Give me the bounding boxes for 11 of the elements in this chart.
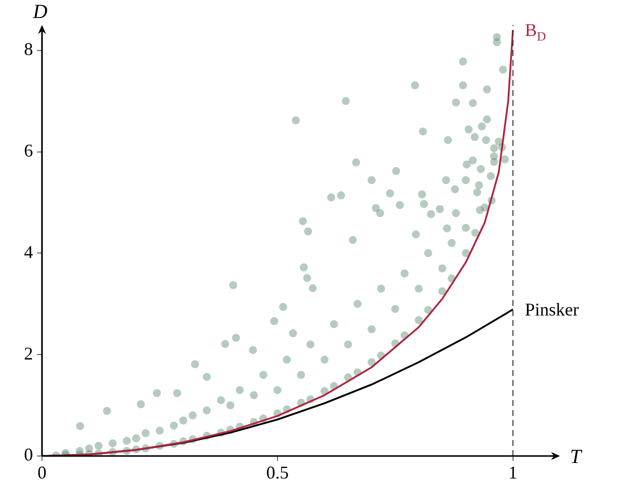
x-axis-title: T — [570, 446, 583, 468]
series-label: Pinsker — [524, 299, 579, 320]
y-tick-label: 0 — [24, 444, 33, 465]
y-tick-label: 4 — [24, 242, 33, 262]
y-axis-title: D — [32, 1, 48, 23]
x-tick-label: 0 — [38, 462, 46, 483]
x-tick-label: 0.5 — [266, 462, 289, 483]
y-tick-label: 2 — [24, 343, 33, 364]
y-tick-label: 6 — [24, 140, 33, 160]
y-tick-label: 8 — [24, 39, 33, 60]
x-tick-label: 1 — [508, 462, 518, 483]
